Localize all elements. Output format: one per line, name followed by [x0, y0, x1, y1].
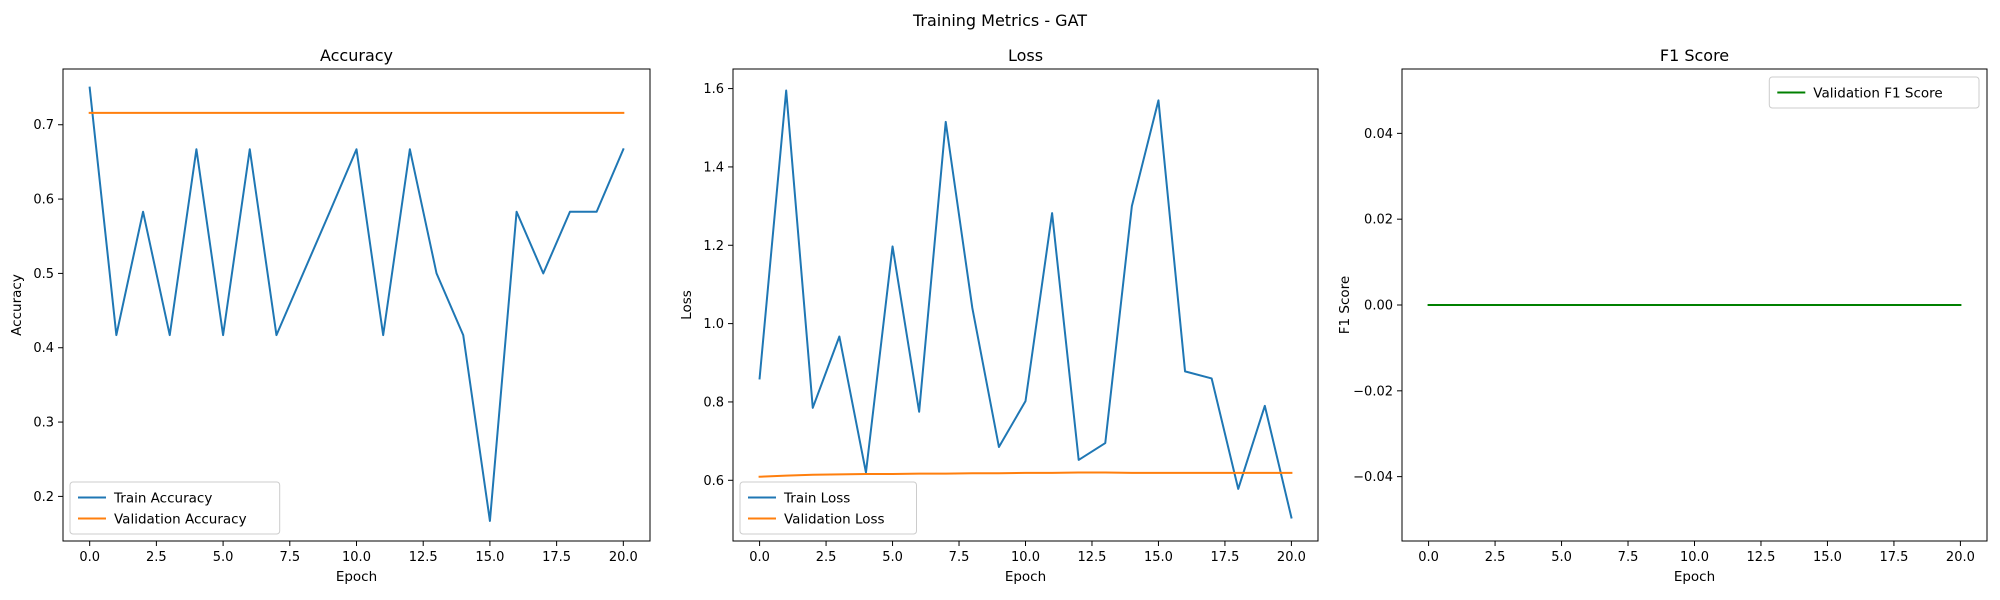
chart-title: Accuracy — [320, 46, 393, 65]
chart-panel-3: F1 Score 0.0 2.5 5.0 7.5 10.0 12.5 15.0 17.5 20.0… — [1337, 46, 1988, 585]
legend-box — [1768, 76, 1980, 109]
chart-panel-1: Accuracy 0.0 2.5 5.0 7.5 10.0 12.5 15.0 17.5 20.0… — [9, 46, 651, 585]
x-tick-label: 15.0 — [1144, 550, 1173, 565]
x-tick-label: 10.0 — [1680, 550, 1709, 565]
x-axis-label: Epoch — [1674, 569, 1715, 585]
x-tick-label: 17.5 — [542, 550, 571, 565]
legend-label: Validation F1 Score — [1813, 86, 1942, 102]
y-tick-label: 0.4 — [33, 341, 54, 356]
x-axis: 0.0 2.5 5.0 7.5 10.0 12.5 15.0 17.5 20.0 Epoch — [749, 541, 1306, 585]
y-tick-label: 0.6 — [33, 193, 54, 208]
y-tick-label: 0.02 — [1364, 213, 1393, 228]
y-axis: 0.2 0.3 0.4 0.5 0.6 0.7 Accuracy — [9, 118, 63, 505]
figure-title: Training Metrics - GAT — [912, 11, 1087, 30]
x-tick-label: 17.5 — [1879, 550, 1908, 565]
y-axis: −0.04 −0.02 0.00 0.02 0.04 F1 Score — [1337, 127, 1402, 485]
legend-label: Validation Loss — [784, 512, 885, 528]
x-tick-label: 15.0 — [475, 550, 504, 565]
legend-box — [69, 481, 281, 535]
x-tick-label: 0.0 — [79, 550, 100, 565]
chart-panel-2: Loss 0.0 2.5 5.0 7.5 10.0 12.5 15.0 17.5 20.0 Epoc… — [679, 46, 1319, 585]
legend-label: Validation Accuracy — [114, 512, 247, 528]
chart-panels: Accuracy 0.0 2.5 5.0 7.5 10.0 12.5 15.0 17.5 20.0… — [9, 46, 1988, 585]
y-axis: 0.6 0.8 1.0 1.2 1.4 1.6 Loss — [679, 82, 733, 489]
x-tick-label: 5.0 — [1551, 550, 1572, 565]
y-tick-label: 1.0 — [703, 317, 724, 332]
legend-label: Train Accuracy — [113, 491, 212, 507]
x-tick-label: 2.5 — [146, 550, 167, 565]
x-axis-label: Epoch — [1005, 569, 1046, 585]
series-line-2 — [758, 471, 1293, 478]
x-tick-label: 2.5 — [816, 550, 837, 565]
x-tick-label: 7.5 — [279, 550, 300, 565]
plot-lines — [88, 86, 625, 522]
legend-label: Train Loss — [783, 491, 850, 507]
x-tick-label: 15.0 — [1813, 550, 1842, 565]
x-tick-label: 20.0 — [1946, 550, 1975, 565]
series-line-1 — [758, 89, 1293, 519]
legend: Validation F1 Score — [1768, 76, 1980, 109]
x-tick-label: 5.0 — [882, 550, 903, 565]
y-tick-label: 0.00 — [1364, 299, 1393, 314]
legend-box — [739, 481, 917, 535]
x-tick-label: 2.5 — [1485, 550, 1506, 565]
y-tick-label: −0.02 — [1353, 384, 1393, 399]
x-tick-label: 20.0 — [1277, 550, 1306, 565]
x-axis-label: Epoch — [336, 569, 377, 585]
x-tick-label: 17.5 — [1210, 550, 1239, 565]
y-tick-label: 0.04 — [1364, 127, 1393, 142]
x-tick-label: 20.0 — [609, 550, 638, 565]
y-tick-label: 1.6 — [703, 82, 724, 97]
x-tick-label: 12.5 — [1747, 550, 1776, 565]
y-tick-label: 1.4 — [703, 160, 724, 175]
y-tick-label: 0.5 — [33, 267, 54, 282]
x-tick-label: 5.0 — [213, 550, 234, 565]
y-tick-label: 0.6 — [703, 474, 724, 489]
y-tick-label: 1.2 — [703, 239, 724, 254]
x-tick-label: 0.0 — [1418, 550, 1439, 565]
chart-title: F1 Score — [1660, 46, 1729, 65]
x-tick-label: 7.5 — [1618, 550, 1639, 565]
x-tick-label: 7.5 — [949, 550, 970, 565]
y-tick-label: 0.7 — [33, 118, 54, 133]
x-tick-label: 12.5 — [409, 550, 438, 565]
x-axis: 0.0 2.5 5.0 7.5 10.0 12.5 15.0 17.5 20.0 Epoch — [1418, 541, 1975, 585]
series-line-1 — [88, 86, 625, 522]
x-tick-label: 10.0 — [1011, 550, 1040, 565]
y-axis-label: F1 Score — [1337, 276, 1353, 334]
y-axis-label: Loss — [679, 290, 695, 320]
x-tick-label: 10.0 — [342, 550, 371, 565]
y-tick-label: 0.8 — [703, 395, 724, 410]
x-tick-label: 12.5 — [1078, 550, 1107, 565]
y-axis-label: Accuracy — [9, 274, 25, 336]
y-tick-label: −0.04 — [1353, 470, 1393, 485]
legend: Train Loss Validation Loss — [739, 481, 917, 535]
x-axis: 0.0 2.5 5.0 7.5 10.0 12.5 15.0 17.5 20.0 Epoch — [79, 541, 638, 585]
chart-title: Loss — [1008, 46, 1043, 65]
plot-lines — [758, 89, 1293, 519]
x-tick-label: 0.0 — [749, 550, 770, 565]
legend: Train Accuracy Validation Accuracy — [69, 481, 281, 535]
y-tick-label: 0.3 — [33, 416, 54, 431]
y-tick-label: 0.2 — [33, 490, 54, 505]
